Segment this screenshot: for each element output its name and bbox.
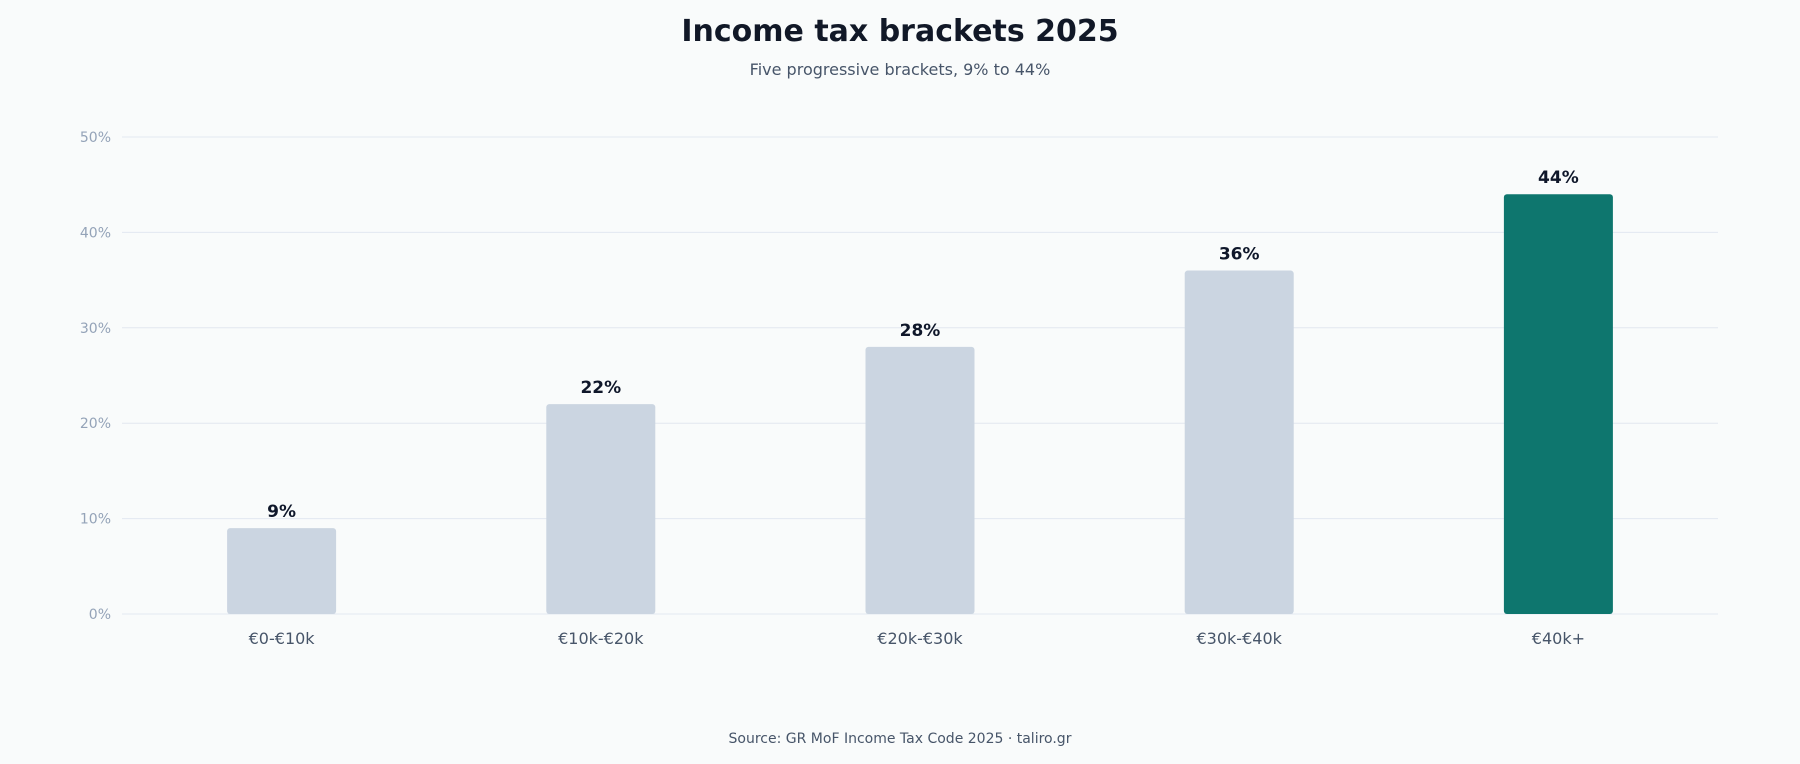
x-tick-label: €0-€10k xyxy=(249,629,316,648)
bars xyxy=(227,194,1613,615)
value-labels: 9% 22% 28% 36% 44% xyxy=(267,168,1579,522)
x-tick-label: €10k-€20k xyxy=(558,629,644,648)
value-label: 44% xyxy=(1538,168,1579,188)
value-label: 9% xyxy=(267,502,296,522)
source-note: Source: GR MoF Income Tax Code 2025 · ta… xyxy=(728,731,1072,747)
x-tick-label: €20k-€30k xyxy=(877,629,963,648)
chart-subtitle: Five progressive brackets, 9% to 44% xyxy=(749,60,1051,79)
x-axis-ticks: €0-€10k €10k-€20k €20k-€30k €30k-€40k €40k+ xyxy=(249,629,1585,648)
value-label: 22% xyxy=(580,378,621,398)
bar xyxy=(1184,270,1294,614)
bar xyxy=(865,346,975,614)
x-tick-label: €30k-€40k xyxy=(1197,629,1283,648)
y-tick-label: 30% xyxy=(80,321,111,337)
value-label: 36% xyxy=(1219,245,1260,265)
y-tick-label: 50% xyxy=(80,130,111,146)
bar xyxy=(1503,194,1613,615)
y-tick-label: 0% xyxy=(89,607,111,623)
y-tick-label: 40% xyxy=(80,225,111,241)
x-tick-label: €40k+ xyxy=(1532,629,1585,648)
y-tick-label: 10% xyxy=(80,512,111,528)
y-tick-label: 20% xyxy=(80,416,111,432)
y-axis-ticks: 0% 10% 20% 30% 40% 50% xyxy=(80,130,111,623)
bar xyxy=(546,404,656,614)
bar xyxy=(227,528,337,614)
chart-title: Income tax brackets 2025 xyxy=(681,14,1119,49)
value-label: 28% xyxy=(900,321,941,341)
